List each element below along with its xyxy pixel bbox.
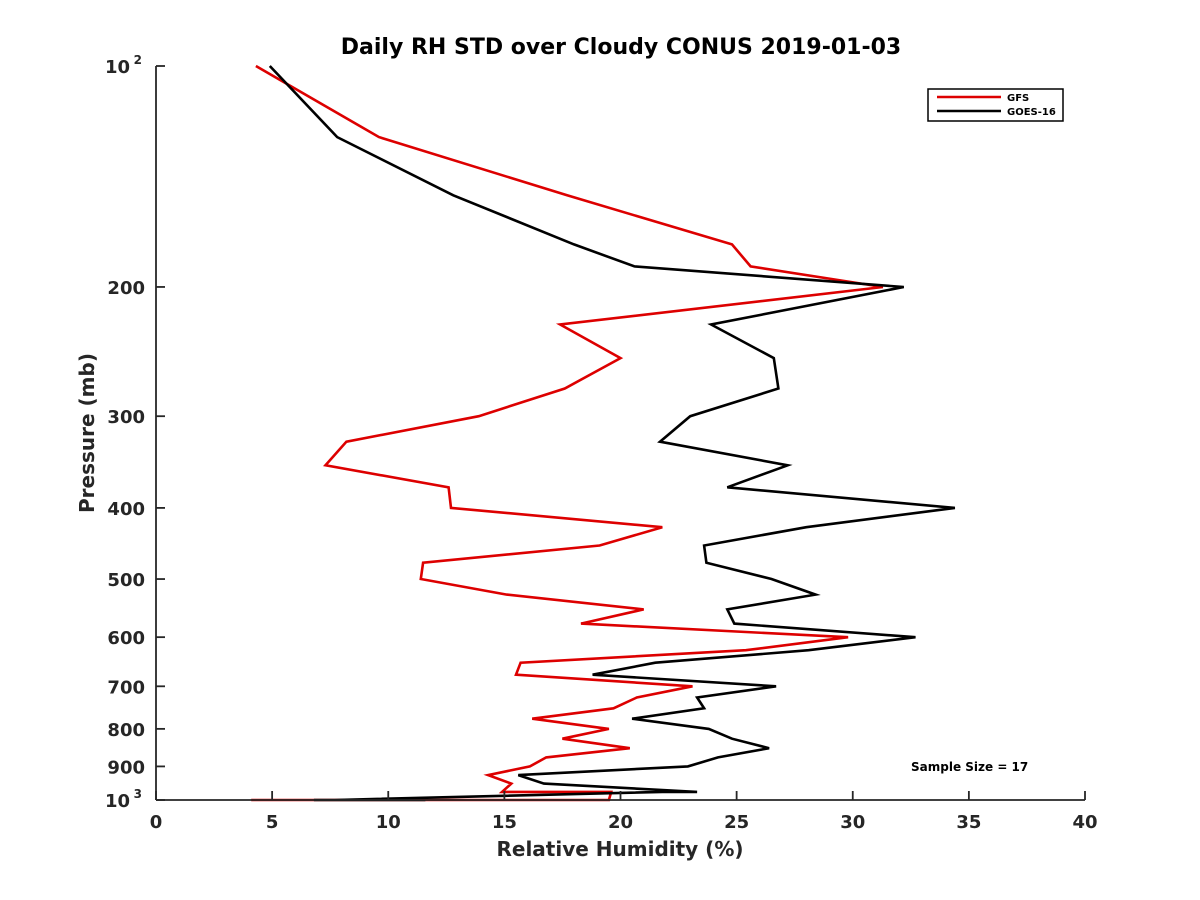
y-tick-exponent: 2 [134, 53, 142, 67]
x-axis-label: Relative Humidity (%) [496, 837, 743, 861]
y-tick-label: 800 [107, 720, 145, 741]
x-tick-label: 30 [840, 812, 865, 833]
chart-title: Daily RH STD over Cloudy CONUS 2019-01-0… [341, 35, 901, 60]
series-line-0 [251, 64, 884, 802]
series-layer [251, 64, 956, 802]
series-line-1 [268, 65, 956, 802]
y-axis-ticks: 10 2 200 300 400 500 600 700 800 900 10 3 [105, 53, 165, 812]
y-tick-label: 200 [107, 278, 145, 299]
y-tick-label: 700 [107, 677, 145, 698]
legend-box [927, 88, 1064, 122]
legend-label-goes16: GOES-16 [1007, 107, 1056, 118]
x-tick-label: 40 [1072, 812, 1097, 833]
x-tick-label: 0 [150, 812, 163, 833]
x-axis-ticks: 0 5 10 15 20 25 30 35 40 [150, 791, 1098, 833]
x-tick-label: 35 [956, 812, 981, 833]
y-tick-exponent: 3 [134, 787, 142, 801]
x-tick-label: 15 [492, 812, 517, 833]
legend-label-gfs: GFS [1007, 93, 1029, 104]
y-tick-label: 400 [107, 499, 145, 520]
y-tick-label: 300 [107, 407, 145, 428]
x-tick-label: 10 [376, 812, 401, 833]
x-tick-label: 20 [608, 812, 633, 833]
y-tick-label: 900 [107, 757, 145, 778]
y-axis-label: Pressure (mb) [75, 353, 99, 513]
x-tick-label: 25 [724, 812, 749, 833]
sample-size-annotation: Sample Size = 17 [911, 760, 1028, 774]
y-tick-label: 500 [107, 570, 145, 591]
y-tick-label: 10 [105, 791, 130, 812]
y-tick-label: 10 [105, 57, 130, 78]
y-tick-label: 600 [107, 628, 145, 649]
legend: GFS GOES-16 [927, 88, 1064, 122]
x-tick-label: 5 [266, 812, 279, 833]
